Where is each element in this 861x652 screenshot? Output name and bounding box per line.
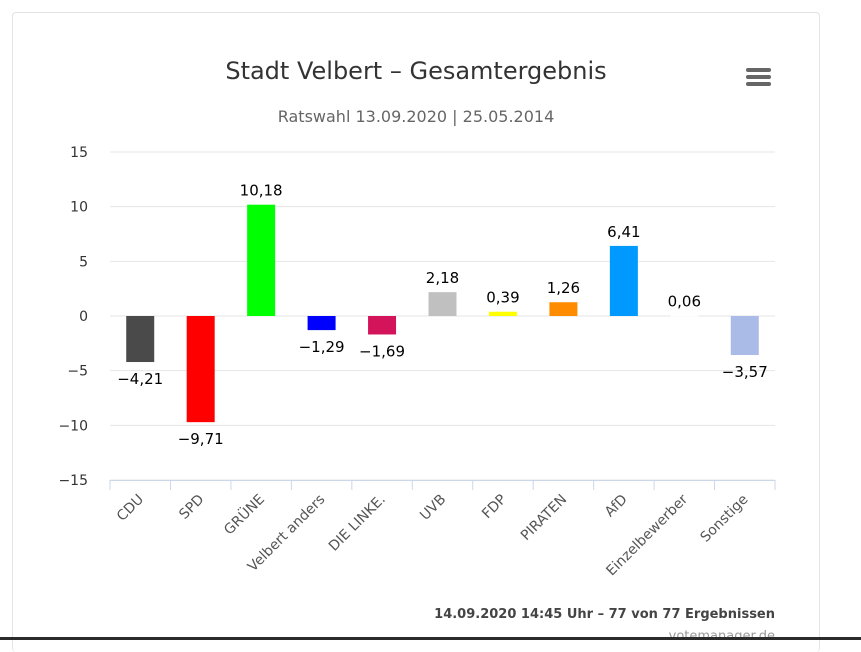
chart-title: Stadt Velbert – Gesamtergebnis (225, 57, 606, 85)
hamburger-menu-icon[interactable] (744, 66, 772, 88)
x-tick-label: PIRATEN (518, 492, 570, 544)
data-label: 2,18 (426, 269, 459, 287)
data-labels: −4,21 −9,71 10,18 −1,29 −1,69 2,18 0,39 1,26 6,4… (117, 182, 768, 448)
x-tick-label: CDU (114, 492, 147, 525)
x-tick-label: AfD (602, 492, 631, 521)
data-label: −9,71 (178, 430, 224, 448)
x-tick-label: DIE LINKE. (326, 492, 389, 555)
bars (126, 204, 759, 423)
data-label: 10,18 (240, 182, 283, 200)
y-tick-label: −15 (58, 473, 88, 489)
bar-die-linke[interactable] (368, 316, 397, 335)
bar-cdu[interactable] (126, 316, 155, 363)
y-tick-label: −5 (67, 364, 88, 380)
data-label: 1,26 (547, 279, 580, 297)
data-label: −1,29 (299, 338, 345, 356)
data-label: 0,06 (668, 292, 701, 310)
chart-subtitle: Ratswahl 13.09.2020 | 25.05.2014 (278, 107, 555, 126)
x-tick-label: FDP (479, 492, 510, 523)
x-tick-label: UVB (417, 492, 449, 524)
bar-einzelbewerber[interactable] (670, 315, 699, 317)
y-tick-label: −10 (58, 418, 88, 434)
x-tick-label: GRÜNE (220, 490, 268, 538)
x-tick-label: SPD (176, 492, 207, 523)
data-label: −4,21 (117, 370, 163, 388)
bar-sonstige[interactable] (730, 316, 759, 356)
y-tick-label: 10 (70, 200, 88, 216)
source-link[interactable]: votemanager.de (669, 629, 775, 640)
data-label: −3,57 (722, 363, 768, 381)
y-tick-label: 5 (79, 254, 88, 270)
bottom-border (0, 637, 861, 640)
bar-velbert-anders[interactable] (307, 316, 336, 331)
x-tick-label: Sonstige (698, 492, 752, 546)
y-tick-label: 0 (79, 309, 88, 325)
credits-text: 14.09.2020 14:45 Uhr – 77 von 77 Ergebni… (434, 607, 775, 622)
data-label: 6,41 (607, 223, 640, 241)
y-tick-label: 15 (70, 145, 88, 161)
bar-piraten[interactable] (549, 302, 578, 316)
bar-afd[interactable] (609, 245, 638, 316)
bar-spd[interactable] (186, 316, 215, 423)
bar-fdp[interactable] (488, 311, 517, 316)
bar-gr-ne[interactable] (247, 204, 276, 316)
data-label: −1,69 (359, 342, 405, 360)
bar-uvb[interactable] (428, 292, 457, 316)
data-label: 0,39 (486, 289, 519, 307)
y-axis: 15 10 5 0 −5 −10 −15 (58, 145, 88, 489)
